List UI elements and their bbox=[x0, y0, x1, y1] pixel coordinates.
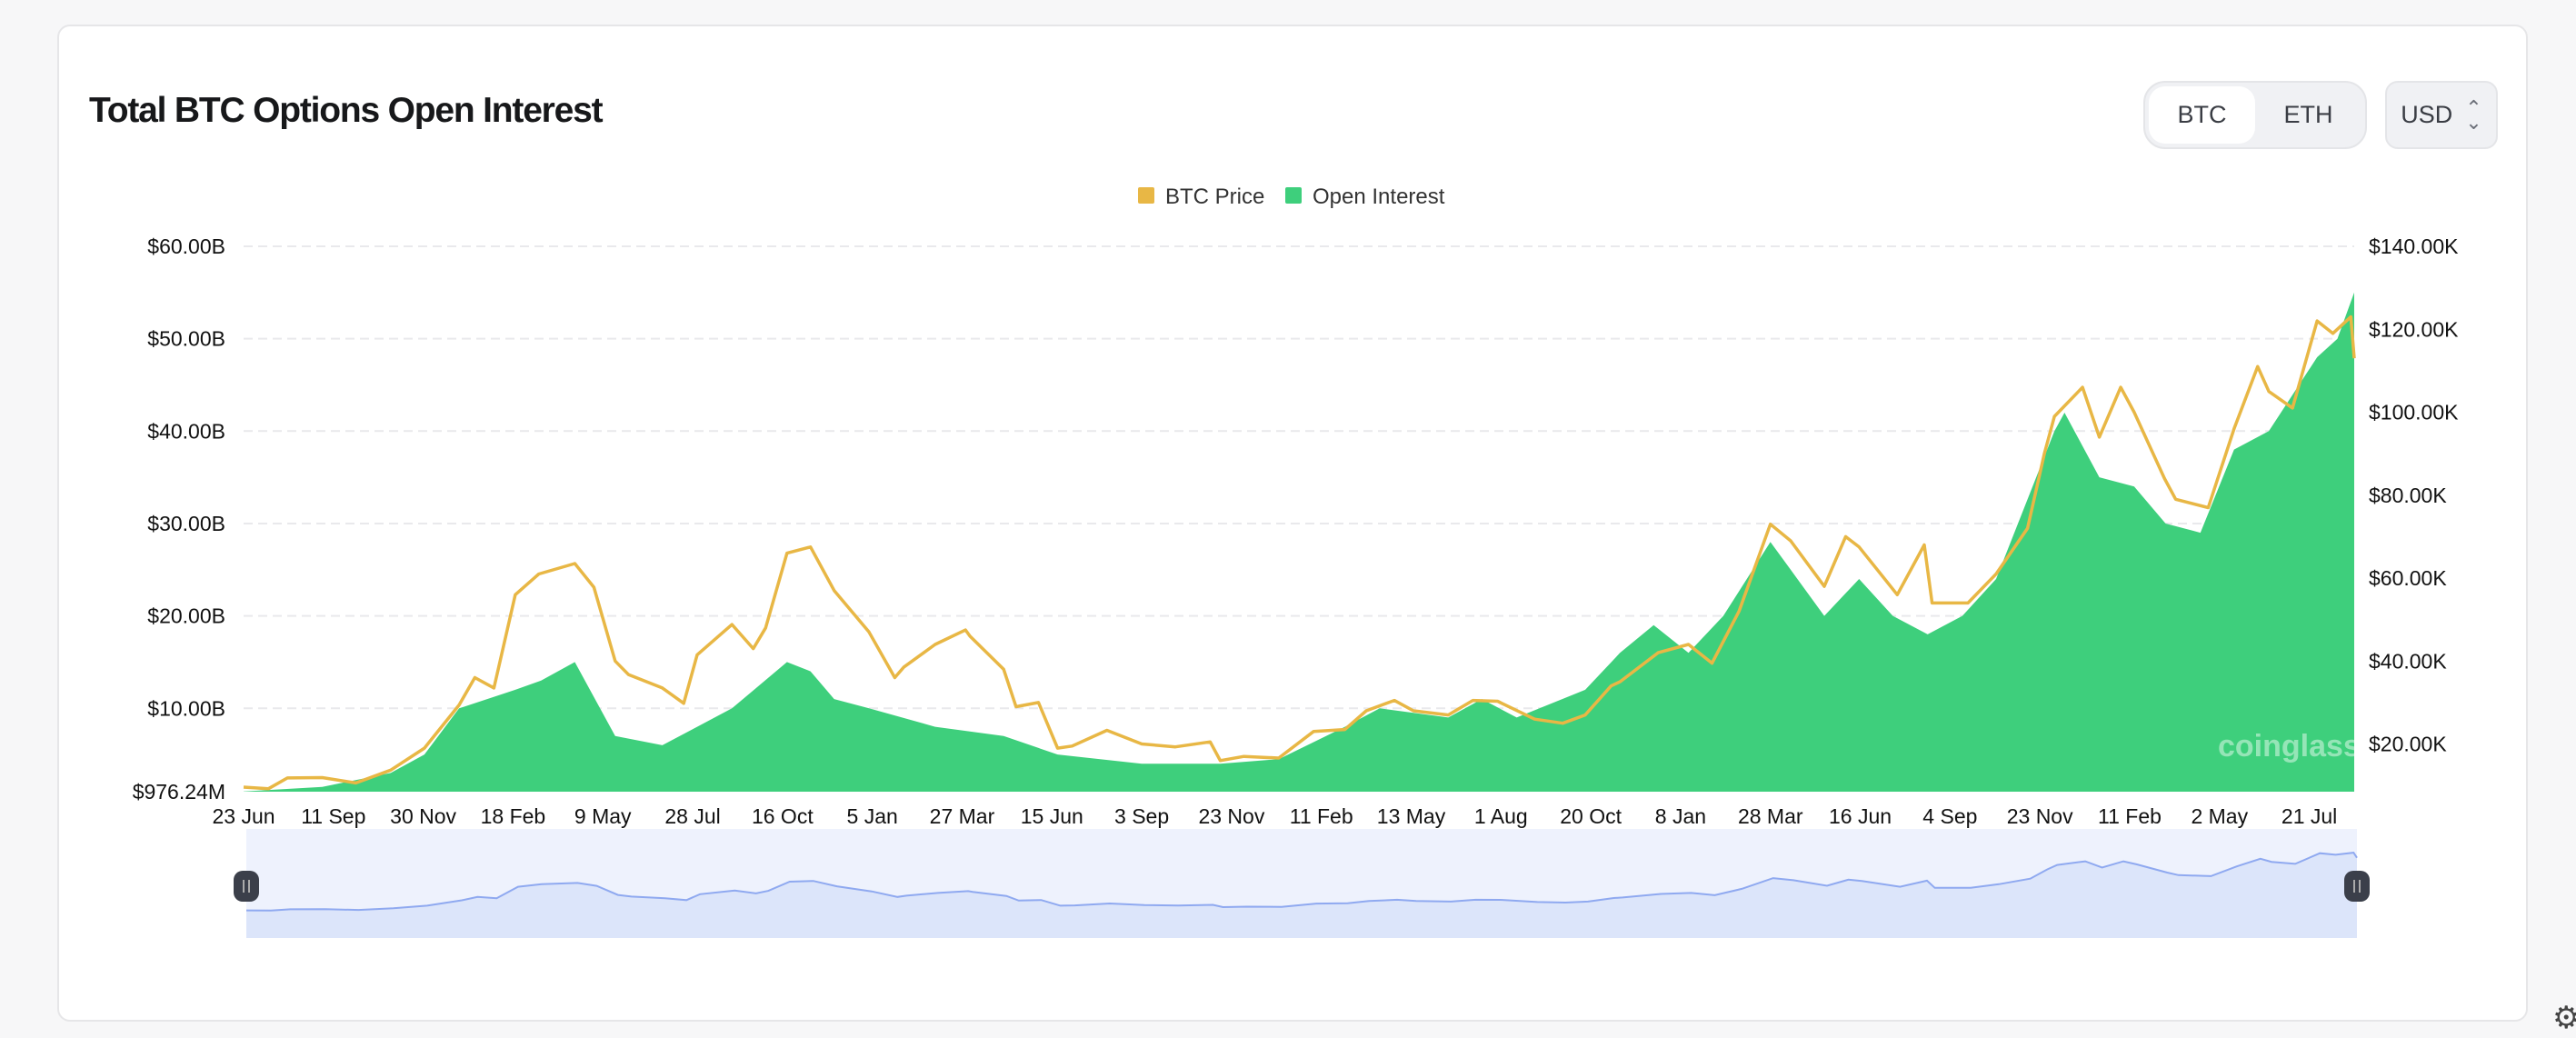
y-left-tick-label: $40.00B bbox=[147, 419, 225, 443]
x-tick-label: 2 May bbox=[2191, 804, 2248, 828]
navigator-handle-right[interactable] bbox=[2344, 871, 2370, 902]
x-tick-label: 15 Jun bbox=[1021, 804, 1083, 828]
x-tick-label: 28 Jul bbox=[664, 804, 720, 828]
x-tick-label: 13 May bbox=[1377, 804, 1446, 828]
open-interest-area bbox=[244, 292, 2354, 792]
navigator-line bbox=[245, 852, 2358, 912]
x-tick-label: 23 Nov bbox=[2007, 804, 2073, 828]
x-tick-label: 23 Nov bbox=[1198, 804, 1264, 828]
x-tick-label: 5 Jan bbox=[847, 804, 898, 828]
y-right-tick-label: $100.00K bbox=[2369, 401, 2459, 424]
x-tick-label: 11 Feb bbox=[1290, 804, 1353, 828]
btc-price-line bbox=[243, 314, 2356, 791]
x-tick-label: 21 Jul bbox=[2281, 804, 2337, 828]
page-title: Total BTC Options Open Interest bbox=[89, 91, 604, 130]
y-right-tick-label: $40.00K bbox=[2369, 649, 2447, 673]
gear-icon[interactable]: ⚙ bbox=[2552, 1001, 2576, 1035]
x-tick-label: 1 Aug bbox=[1474, 804, 1528, 828]
navigator-area bbox=[246, 853, 2357, 938]
y-right-tick-label: $60.00K bbox=[2369, 566, 2447, 590]
x-tick-label: 4 Sep bbox=[1922, 804, 1977, 828]
legend-swatch bbox=[1138, 187, 1154, 204]
navigator-handle-left[interactable] bbox=[234, 871, 259, 902]
y-right-tick-label: $140.00K bbox=[2369, 235, 2459, 258]
y-left-tick-label: $30.00B bbox=[147, 512, 225, 535]
x-tick-label: 28 Mar bbox=[1738, 804, 1803, 828]
y-right-tick-label: $20.00K bbox=[2369, 733, 2447, 756]
x-tick-label: 11 Sep bbox=[301, 804, 365, 828]
legend-label: Open Interest bbox=[1313, 185, 1445, 209]
x-tick-label: 30 Nov bbox=[390, 804, 456, 828]
legend-label: BTC Price bbox=[1165, 185, 1264, 209]
y-right-tick-label: $80.00K bbox=[2369, 484, 2447, 507]
x-tick-label: 3 Sep bbox=[1114, 804, 1169, 828]
y-right-tick-label: $120.00K bbox=[2369, 317, 2459, 341]
x-tick-label: 11 Feb bbox=[2098, 804, 2162, 828]
y-left-tick-label: $20.00B bbox=[147, 604, 225, 628]
x-tick-label: 9 May bbox=[574, 804, 632, 828]
chevron-up-down-icon: ⌃ ⌄ bbox=[2465, 96, 2482, 134]
legend-swatch bbox=[1285, 187, 1302, 204]
y-left-tick-label: $976.24M bbox=[133, 780, 225, 803]
x-tick-label: 8 Jan bbox=[1655, 804, 1706, 828]
asset-eth-button[interactable]: ETH bbox=[2283, 101, 2333, 128]
watermark-logo: coinglass bbox=[2218, 729, 2361, 764]
x-tick-label: 16 Jun bbox=[1829, 804, 1892, 828]
x-tick-label: 18 Feb bbox=[481, 804, 546, 828]
x-tick-label: 23 Jun bbox=[212, 804, 275, 828]
asset-btc-button[interactable]: BTC bbox=[2149, 86, 2255, 144]
y-left-tick-label: $60.00B bbox=[147, 235, 225, 258]
x-tick-label: 16 Oct bbox=[752, 804, 814, 828]
y-left-tick-label: $50.00B bbox=[147, 327, 225, 351]
y-left-tick-label: $10.00B bbox=[147, 696, 225, 720]
currency-select[interactable]: USD ⌃ ⌄ bbox=[2385, 81, 2498, 149]
currency-value: USD bbox=[2401, 101, 2453, 128]
x-tick-label: 27 Mar bbox=[930, 804, 995, 828]
x-tick-label: 20 Oct bbox=[1560, 804, 1622, 828]
asset-toggle: BTC ETH bbox=[2143, 81, 2367, 149]
